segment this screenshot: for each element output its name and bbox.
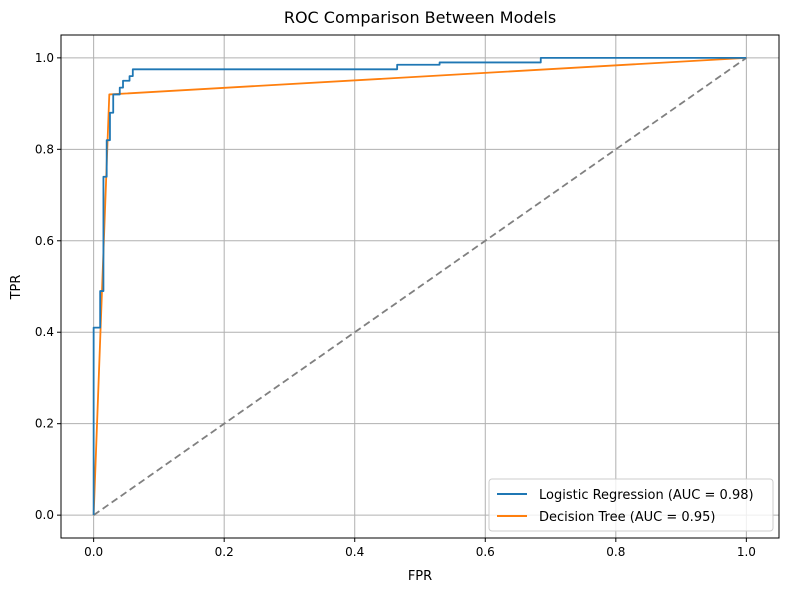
- plot-frame: [60, 34, 780, 539]
- x-tick-label: 0.8: [606, 545, 625, 559]
- legend: Logistic Regression (AUC = 0.98) Decisio…: [488, 478, 774, 532]
- x-tick-label: 1.0: [737, 545, 756, 559]
- x-tick-label: 0.6: [476, 545, 495, 559]
- decision-tree-line: [92, 56, 747, 516]
- legend-label-decision-tree: Decision Tree (AUC = 0.95): [539, 510, 715, 525]
- axis-ticks: 0.0 0.2 0.4 0.6 0.8 1.0 0.0 0.2 0.4 0.6 0.8 1.0: [35, 51, 756, 559]
- x-axis-label: FPR: [408, 569, 432, 584]
- legend-label-logistic: Logistic Regression (AUC = 0.98): [539, 488, 754, 503]
- y-axis-label: TPR: [9, 275, 24, 301]
- grid-lines: [61, 35, 779, 538]
- y-tick-label: 1.0: [35, 51, 54, 65]
- y-tick-label: 0.8: [35, 142, 54, 156]
- chance-diagonal-line: [93, 57, 747, 516]
- plot-series: [92, 56, 747, 516]
- logistic-regression-line: [92, 56, 747, 516]
- legend-box: [488, 478, 774, 532]
- y-tick-label: 0.0: [35, 508, 54, 522]
- y-tick-label: 0.2: [35, 417, 54, 431]
- x-tick-label: 0.0: [84, 545, 103, 559]
- chart-title: ROC Comparison Between Models: [284, 8, 556, 27]
- x-tick-label: 0.4: [345, 545, 364, 559]
- x-tick-label: 0.2: [215, 545, 234, 559]
- y-tick-label: 0.4: [35, 325, 54, 339]
- y-tick-label: 0.6: [35, 234, 54, 248]
